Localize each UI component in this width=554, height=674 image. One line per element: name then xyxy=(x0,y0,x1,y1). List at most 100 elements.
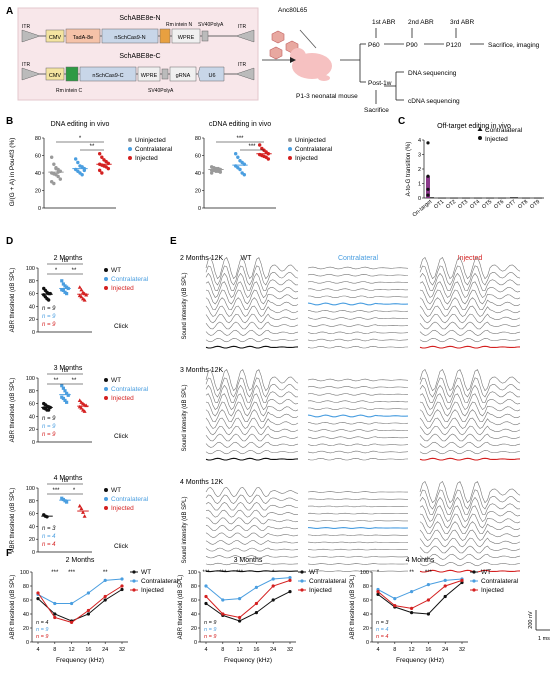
data-point xyxy=(266,157,271,161)
data-point xyxy=(426,187,430,191)
y-tick-label: 40 xyxy=(29,304,35,310)
data-point xyxy=(77,503,82,508)
cmv-block xyxy=(45,29,65,43)
sig-label: ** xyxy=(72,378,77,384)
abr-trace xyxy=(419,305,521,317)
data-point xyxy=(242,173,247,177)
y-axis-label: ABR threshold (dB SPL) xyxy=(10,268,16,333)
timeline-abr1: 1st ABR xyxy=(372,19,396,26)
bar xyxy=(498,197,502,199)
abr-trace xyxy=(205,562,299,566)
x-tick-label: 8 xyxy=(53,647,56,653)
y-tick-label: 40 xyxy=(35,171,41,177)
data-point xyxy=(410,606,414,611)
legend-label: Contralateral xyxy=(111,276,149,283)
chart-title: 2 Months xyxy=(54,255,83,262)
data-point xyxy=(60,279,64,283)
abr-trace xyxy=(307,309,409,313)
x-tick-label: 4 xyxy=(376,647,379,653)
abr-trace xyxy=(307,498,408,500)
x-tick-label: OT1 xyxy=(433,199,445,210)
abr-trace xyxy=(205,313,299,324)
bar xyxy=(426,176,430,198)
data-point xyxy=(393,597,397,601)
x-tick-label: 16 xyxy=(85,647,91,653)
legend-marker xyxy=(104,488,108,492)
series-line xyxy=(37,578,123,604)
abr-trace xyxy=(205,297,299,311)
abr-trace xyxy=(419,369,521,392)
abr-trace xyxy=(307,385,409,389)
abr-trace xyxy=(419,329,521,336)
abr-trace xyxy=(308,295,409,299)
data-point xyxy=(254,585,258,590)
scale-t-label: 1 ms xyxy=(538,636,550,642)
panel-label-b: B xyxy=(6,116,13,127)
data-point xyxy=(66,393,70,397)
legend-label: Contralateral xyxy=(485,127,523,134)
legend-marker xyxy=(288,147,292,151)
timeline-dna: DNA sequencing xyxy=(408,70,457,77)
y-tick-label: 0 xyxy=(198,206,201,212)
y-tick-label: 60 xyxy=(191,598,197,604)
abr-trace xyxy=(205,265,299,286)
y-tick-label: 40 xyxy=(23,612,29,618)
abr-trace xyxy=(307,414,409,418)
y-tick-label: 0 xyxy=(366,640,369,646)
legend-label: WT xyxy=(309,569,319,576)
abr-trace xyxy=(307,317,409,320)
data-point xyxy=(79,294,84,299)
x-tick-label: 8 xyxy=(221,647,224,653)
legend-label: Injected xyxy=(111,505,134,512)
abr-trace xyxy=(307,457,409,461)
intein-n-label: Rm intein N xyxy=(166,22,193,28)
sig-label: *** xyxy=(236,136,244,142)
abr-trace xyxy=(205,433,299,442)
y-tick-label: 80 xyxy=(191,584,197,590)
legend-label: Contralateral xyxy=(295,146,333,153)
abr-trace xyxy=(205,449,299,455)
data-point xyxy=(103,594,107,599)
legend-marker xyxy=(472,570,476,574)
timeline-sacrifice: Sacrifice xyxy=(364,107,389,114)
y-tick-label: 100 xyxy=(360,570,369,576)
abr-trace xyxy=(419,297,521,311)
sig-label: *** xyxy=(219,570,227,576)
chart-title: Off-target editing in vivo xyxy=(437,123,511,130)
wpre-label: WPRE xyxy=(178,35,195,41)
y-axis-label: ABR threshold (dB SPL) xyxy=(178,575,184,640)
data-point xyxy=(46,298,51,302)
intein-c-label: Rm intein C xyxy=(56,88,83,94)
stimulus-label: Click xyxy=(114,543,129,550)
y-tick-label: 40 xyxy=(191,612,197,618)
legend-marker xyxy=(288,138,292,142)
n-label: n = 9 xyxy=(204,634,216,640)
abr-trace xyxy=(307,505,408,508)
abr-trace xyxy=(205,272,299,292)
timeline-cdna: cDNA sequencing xyxy=(408,98,460,105)
data-point xyxy=(70,620,74,625)
polya-c-label: SV40PolyA xyxy=(148,88,174,94)
abr-trace xyxy=(419,409,521,423)
data-point xyxy=(54,166,58,171)
sig-label: ** xyxy=(103,570,108,576)
y-tick-label: 3 xyxy=(418,153,421,159)
n-label: n = 9 xyxy=(42,424,56,430)
u6-label: U6 xyxy=(208,73,215,79)
y-tick-label: 60 xyxy=(29,292,35,298)
series-line xyxy=(377,578,463,600)
y-tick-label: 20 xyxy=(191,626,197,632)
data-point xyxy=(103,578,107,583)
itr-label: ITR xyxy=(22,62,30,68)
panel-label-f: F xyxy=(6,548,12,559)
ncas9c-block xyxy=(79,66,137,82)
abr-trace xyxy=(419,417,521,429)
itr-label: ITR xyxy=(22,24,30,30)
arrow-icon xyxy=(290,57,296,63)
cmv-label: CMV xyxy=(49,73,62,79)
x-tick-label: OT9 xyxy=(529,199,541,210)
sig-label: *** xyxy=(68,570,76,576)
x-tick-label: OT3 xyxy=(457,199,469,210)
y-tick-label: 80 xyxy=(29,389,35,395)
abr-trace xyxy=(205,457,299,461)
